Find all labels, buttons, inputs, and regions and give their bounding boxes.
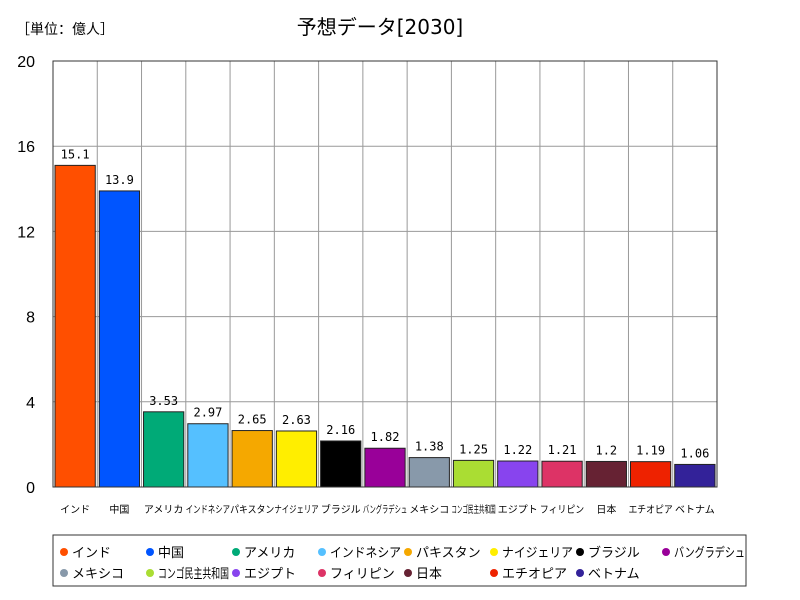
legend-entry: パキスタン (416, 546, 481, 561)
data-label: 1.82 (371, 430, 400, 444)
bar (629, 461, 672, 488)
data-label: 1.38 (415, 440, 444, 454)
x-tick-label: 日本 (596, 503, 616, 516)
legend-entry: ブラジル (588, 545, 640, 561)
y-tick-label: 8 (26, 310, 35, 327)
data-label: 1.25 (459, 442, 488, 456)
x-tick-label: ナイジェリア (274, 504, 318, 516)
legend-entry: 日本 (416, 567, 442, 582)
y-tick-label: 4 (26, 395, 35, 412)
data-label: 15.1 (61, 147, 90, 161)
legend-box (52, 534, 747, 587)
data-label: 13.9 (105, 173, 134, 187)
bars (54, 164, 716, 488)
legend-marker (662, 548, 670, 556)
data-label: 1.2 (595, 443, 617, 457)
x-tick-label: メキシコ (409, 505, 449, 516)
legend-marker (490, 569, 498, 577)
data-label: 2.16 (326, 423, 355, 437)
x-tick-label: パキスタン (230, 504, 274, 516)
bar (452, 459, 495, 488)
x-tick-label: アメリカ (144, 504, 184, 516)
legend-entry: メキシコ (72, 567, 124, 582)
legend-marker (318, 569, 326, 577)
bar (320, 440, 362, 488)
bar (364, 447, 406, 488)
bar (408, 457, 450, 488)
bar (231, 430, 273, 488)
x-tick-label: ベトナム (675, 504, 715, 516)
y-tick-label: 12 (17, 224, 35, 241)
legend-entry: エジプト (244, 567, 296, 582)
legend-marker (60, 569, 68, 577)
legend-marker (576, 548, 584, 556)
chart-title: 予想データ[2030] (297, 15, 464, 39)
data-label: 1.19 (636, 444, 665, 458)
y-tick-label: 0 (26, 480, 35, 497)
legend-entry: インド (72, 546, 111, 561)
legend-entry: 中国 (158, 546, 184, 561)
x-tick-label: フィリピン (540, 504, 584, 516)
x-tick-label: 中国 (109, 503, 129, 516)
data-label: 1.06 (680, 446, 709, 460)
data-label: 3.53 (149, 394, 178, 408)
data-label: 2.63 (282, 413, 311, 427)
legend-entry: バングラデシュ (674, 545, 745, 561)
y-tick-label: 20 (17, 54, 35, 71)
legend-entry: アメリカ (244, 546, 295, 561)
bar (98, 190, 141, 488)
bar (497, 460, 539, 488)
x-tick-label: バングラデシュ (363, 503, 407, 516)
bar (187, 423, 229, 488)
legend-marker (490, 548, 498, 556)
legend-entry: インドネシア (330, 546, 401, 561)
x-tick-label: インドネシア (186, 504, 230, 516)
legend-marker (232, 569, 240, 577)
y-tick-label: 16 (17, 139, 35, 156)
x-tick-label: エジプト (498, 504, 538, 516)
legend-marker (146, 548, 154, 556)
legend-entry: ベトナム (588, 567, 640, 582)
legend-marker (60, 548, 68, 556)
legend-marker (318, 548, 326, 556)
data-label: 2.65 (238, 413, 267, 427)
bar (275, 430, 318, 488)
legend-marker (146, 569, 154, 577)
x-tick-label: ブラジル (321, 503, 361, 516)
data-label: 2.97 (193, 406, 222, 420)
legend-entry: ナイジェリア (502, 546, 573, 561)
plot-frame (52, 60, 718, 488)
unit-label: ［単位：億人］ (16, 22, 114, 38)
x-tick-label: コンゴ民主共和国 (451, 503, 495, 516)
bar (585, 460, 627, 488)
data-label: 1.22 (503, 443, 532, 457)
legend-marker (576, 569, 584, 577)
bar (54, 164, 96, 488)
legend-marker (232, 548, 240, 556)
y-axis: 0 4 8 12 16 20 (17, 54, 35, 497)
x-tick-label: インド (60, 505, 90, 516)
value-labels: 15.1 13.9 3.53 2.97 2.65 2.63 2.16 1.82 1.38 1.25… (61, 147, 710, 460)
x-tick-label: エチオピア (628, 504, 672, 516)
legend-entry: エチオピア (502, 567, 567, 582)
bar (541, 460, 583, 488)
data-label: 1.21 (548, 443, 577, 457)
bar (674, 463, 716, 488)
legend-entry: フィリピン (330, 567, 395, 582)
legend-marker (404, 569, 412, 577)
legend-entry: コンゴ民主共和国 (158, 566, 229, 582)
legend-marker (404, 548, 412, 556)
bar (143, 411, 185, 488)
legend: インド 中国 アメリカ インドネシア パキスタン ナイジェリア ブラジル バングラデシュメキシ… (52, 534, 747, 587)
